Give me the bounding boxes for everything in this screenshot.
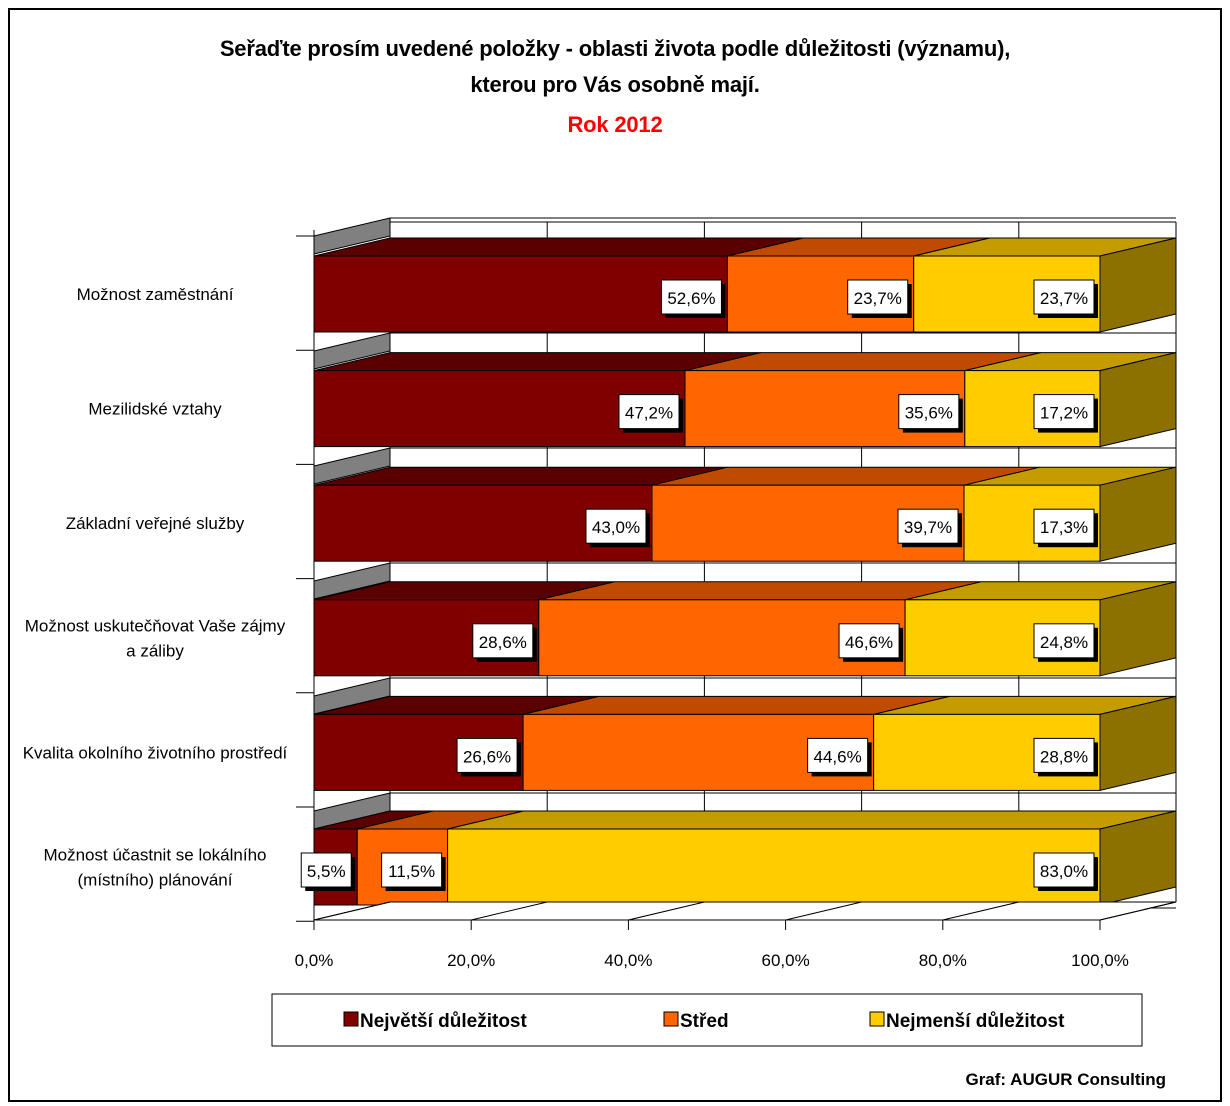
data-label-box [1033, 279, 1095, 315]
data-label-box [472, 623, 534, 659]
chart-title-line2: kterou pro Vás osobně mají. [470, 72, 760, 97]
bar-side-1 [1099, 351, 1177, 448]
data-label-0-1: 47,2% [625, 404, 673, 423]
floor-gridline [785, 901, 862, 921]
legend-label-1: Střed [680, 1011, 729, 1032]
category-label-5: (místního) plánování [78, 871, 233, 890]
data-label-box [1033, 623, 1095, 659]
data-label-0-0: 52,6% [667, 289, 715, 308]
chart-title-line1: Seřaďte prosím uvedené položky - oblasti… [219, 36, 1011, 61]
data-label-box [381, 852, 443, 888]
data-label-2-2: 17,3% [1040, 518, 1088, 537]
bar-2-5 [447, 828, 1101, 906]
chart-credit: Graf: AUGUR Consulting [965, 1070, 1166, 1089]
category-label-2: Základní veřejné služby [66, 514, 245, 533]
data-label-box [618, 394, 680, 430]
data-label-2-5: 83,0% [1040, 862, 1088, 881]
category-label-3: a záliby [126, 641, 184, 660]
bar-0-0 [313, 255, 728, 333]
data-label-box [807, 737, 869, 773]
data-label-box [585, 508, 647, 544]
floor-gridline [628, 901, 705, 921]
legend-label-0: Největší důležitost [360, 1011, 527, 1032]
x-tick-label: 60,0% [761, 951, 809, 970]
data-label-box [300, 852, 352, 888]
data-label-box [1033, 737, 1095, 773]
floor-gridline [471, 901, 548, 921]
data-label-box [660, 279, 722, 315]
data-label-0-5: 5,5% [307, 862, 346, 881]
category-label-5: Možnost účastnit se lokálního [43, 846, 266, 865]
category-label-3: Možnost uskutečňovat Vaše zájmy [25, 616, 286, 635]
floor-gridline [1099, 901, 1177, 921]
x-tick-label: 20,0% [447, 951, 495, 970]
data-label-1-3: 46,6% [845, 633, 893, 652]
bar-side-0 [1099, 237, 1177, 333]
bar-side-3 [1099, 581, 1177, 677]
x-tick-label: 0,0% [295, 951, 334, 970]
data-label-1-0: 23,7% [854, 289, 902, 308]
data-label-2-3: 24,8% [1040, 633, 1088, 652]
bar-side-5 [1099, 810, 1177, 906]
floor-gridline [942, 901, 1019, 921]
bar-1-1 [684, 370, 966, 448]
x-tick-label: 100,0% [1071, 951, 1129, 970]
data-label-box [838, 623, 900, 659]
data-label-0-4: 26,6% [463, 747, 511, 766]
data-label-box [1033, 852, 1095, 888]
data-label-box [1033, 394, 1095, 430]
bar-top-0-0 [313, 237, 804, 257]
data-label-1-2: 39,7% [904, 518, 952, 537]
category-label-1: Mezilidské vztahy [88, 400, 222, 419]
x-tick-label: 80,0% [919, 951, 967, 970]
floor-gridline [313, 901, 391, 921]
data-label-0-2: 43,0% [592, 518, 640, 537]
data-label-1-4: 44,6% [814, 747, 862, 766]
legend-box [271, 993, 1143, 1047]
chart-floor [313, 901, 1177, 921]
chart-subtitle-year: Rok 2012 [567, 112, 663, 137]
data-label-box [847, 279, 909, 315]
x-tick-label: 40,0% [604, 951, 652, 970]
bar-top-2-5 [447, 810, 1177, 830]
data-label-box [456, 737, 518, 773]
data-label-0-3: 28,6% [479, 633, 527, 652]
bar-top-0-1 [313, 352, 762, 372]
data-label-1-1: 35,6% [905, 404, 953, 423]
data-label-2-1: 17,2% [1040, 404, 1088, 423]
data-label-2-4: 28,8% [1040, 747, 1088, 766]
category-label-0: Možnost zaměstnání [77, 285, 234, 304]
category-label-4: Kvalita okolního životního prostředí [23, 743, 288, 762]
data-label-box [1033, 508, 1095, 544]
legend-swatch-1 [663, 1011, 679, 1027]
bar-side-4 [1099, 695, 1177, 792]
legend-label-2: Nejmenší důležitost [886, 1011, 1065, 1032]
legend-swatch-2 [869, 1011, 885, 1027]
bar-side-2 [1099, 466, 1177, 562]
legend-swatch-0 [343, 1011, 359, 1027]
data-label-2-0: 23,7% [1040, 289, 1088, 308]
data-label-1-5: 11,5% [388, 862, 435, 881]
data-label-box [897, 508, 959, 544]
data-label-box [898, 394, 960, 430]
